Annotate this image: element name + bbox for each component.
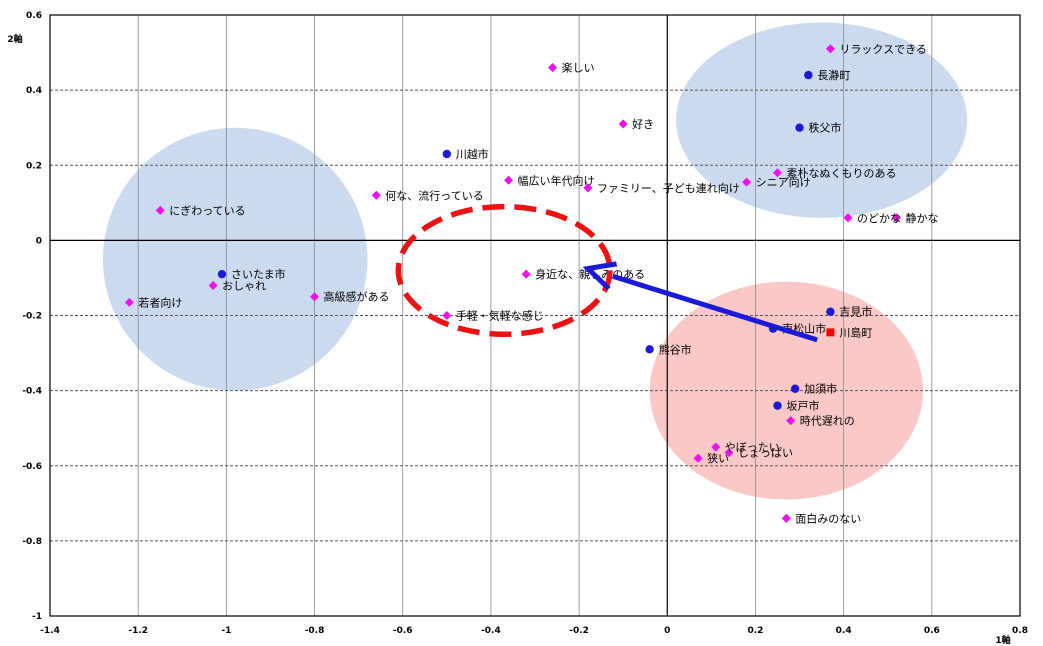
city-point-label: 長瀞町 (817, 68, 850, 82)
x-tick-label: -0.4 (481, 626, 501, 636)
city-point-label: 加須市 (804, 382, 837, 396)
adjective-point (548, 63, 558, 73)
city-point (790, 384, 800, 393)
adjective-point (618, 119, 628, 129)
adjective-point-label: 幅広い年代向け (518, 173, 595, 187)
x-tick-label: -1.2 (128, 626, 148, 636)
city-point-label: 吉見市 (839, 305, 872, 319)
adjective-point-label: やぼったい (725, 441, 780, 454)
city-point (442, 149, 452, 159)
city-point (773, 401, 782, 410)
adjective-point-label: 手軽・気軽な感じ (456, 309, 544, 323)
city-point-label: 坂戸市 (787, 399, 820, 413)
x-tick-label: 0.8 (1012, 626, 1028, 636)
city-point-label: 秩父市 (809, 121, 842, 135)
adjective-point (786, 416, 796, 426)
adjective-point (442, 310, 452, 321)
y-tick-label: -0.2 (22, 312, 42, 322)
plot-frame (49, 14, 1021, 617)
highlight-point-label: 川島町 (839, 325, 872, 339)
adjective-point-label: シニア向け (756, 175, 811, 189)
adjective-point-label: 若者向け (138, 295, 182, 309)
x-tick-label: 0.6 (924, 626, 940, 636)
city-point (826, 307, 835, 316)
city-point-label: 川越市 (456, 147, 489, 161)
adjective-point-label: おしゃれ (222, 279, 266, 292)
arrow-shaft (611, 273, 818, 343)
adjective-point (124, 297, 134, 307)
blue-zone-1 (102, 127, 368, 391)
y-tick-label: 0.2 (26, 161, 42, 171)
city-point-label: 熊谷市 (659, 342, 692, 356)
data-labels: 長瀞町秩父市川越市さいたま市吉見市東松山市熊谷市加須市坂戸市リラックスできる楽し… (138, 43, 938, 526)
adjective-point (504, 175, 514, 185)
adjective-point (371, 190, 381, 200)
axes (49, 14, 1021, 617)
adjective-point-label: ファミリー、子ども連れ向け (597, 181, 740, 195)
x-tick-label: 0.4 (836, 626, 852, 636)
y-tick-label: -0.6 (22, 462, 42, 472)
annotations (395, 203, 818, 343)
adjective-point (693, 453, 703, 463)
adjective-point (208, 280, 218, 290)
highlight-point (826, 328, 835, 337)
city-point (645, 345, 654, 354)
x-tick-label: -1 (221, 626, 231, 636)
x-tick-label: -0.2 (569, 626, 589, 636)
adjective-point-label: リラックスできる (839, 43, 926, 56)
y-tick-label: -0.4 (22, 387, 42, 397)
x-tick-label: -0.8 (305, 626, 325, 636)
y-tick-label: 0.4 (26, 86, 42, 96)
y-tick-label: 0 (36, 236, 42, 246)
y-tick-label: -0.8 (22, 537, 42, 547)
adjective-point-label: のどかな (857, 212, 901, 225)
adjective-point-label: 素朴なぬくもりのある (787, 166, 897, 180)
arrow-head (582, 261, 618, 291)
focus-dashed-ellipse (395, 203, 613, 338)
x-tick-label: 0 (664, 626, 670, 636)
y-tick-label: 0.6 (26, 11, 42, 21)
adjective-point-label: 面白みのない (795, 511, 861, 525)
adjective-point (724, 448, 734, 458)
adjective-point-label: しょっぱい (738, 447, 793, 460)
blue-zone-2 (676, 22, 968, 218)
city-point (795, 123, 804, 132)
city-point (217, 269, 227, 279)
x-tick-label: -0.6 (393, 626, 413, 636)
adjective-point-label: 何な、流行っている (385, 188, 483, 202)
city-point (804, 70, 813, 80)
y-tick-label: -1 (32, 612, 42, 622)
adjective-point-label: 時代遅れの (800, 415, 855, 428)
adjective-point-label: 高級感がある (324, 290, 390, 304)
x-axis-title: 1軸 (995, 634, 1010, 646)
adjective-point-label: 好き (632, 117, 654, 131)
x-tick-label: 0.2 (747, 626, 763, 636)
tick-labels: -1.4 -1.2 -1 -0.8 -0.6 -0.4 -0.2 0 0.2 0.4 0.6 0.8 -… (22, 11, 1028, 636)
x-tick-label: -1.4 (40, 626, 60, 636)
adjective-point (521, 269, 531, 279)
adjective-point (711, 442, 721, 452)
adjective-point (781, 513, 791, 523)
adjective-point-label: 狭い (707, 452, 729, 465)
city-point-label: さいたま市 (231, 267, 286, 281)
adjective-point-label: にぎわっている (169, 203, 245, 217)
y-axis-title: 2軸 (7, 33, 22, 45)
adjective-point-label: 楽しい (562, 62, 595, 75)
adjective-point-label: 静かな (906, 211, 939, 225)
highlight-zones (102, 22, 968, 500)
